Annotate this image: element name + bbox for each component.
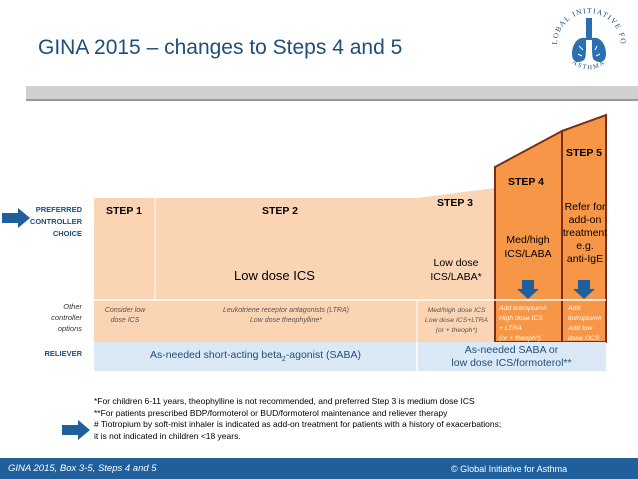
step-4-arrow-icon <box>517 280 539 299</box>
footer-copyright: © Global Initiative for Asthma <box>451 464 568 474</box>
step-4-title: STEP 4 <box>508 176 544 188</box>
step-2-other: Leukotriene receptor antagonists (LTRA) … <box>223 307 349 324</box>
step-4-preferred: Med/high ICS/LABA <box>504 234 552 260</box>
step-5-other: Add tiotropium# Add low dose OCS <box>568 305 602 342</box>
step-1-other: Consider low dose ICS <box>104 307 146 324</box>
step-2-preferred: Low dose ICS <box>234 268 315 283</box>
reliever-left: As-needed short-acting beta2-agonist (SA… <box>149 349 362 364</box>
footnote-arrow-icon <box>62 420 90 440</box>
reliever-label: RELIEVER <box>44 349 82 358</box>
step-1-title: STEP 1 <box>106 205 142 217</box>
footer-source: GINA 2015, Box 3-5, Steps 4 and 5 <box>8 463 157 474</box>
lungs-icon <box>572 22 586 62</box>
reliever-bar <box>94 342 606 371</box>
step-2-title: STEP 2 <box>262 205 298 217</box>
reliever-right: As-needed SABA or low dose ICS/formotero… <box>451 344 572 369</box>
step-3-title: STEP 3 <box>437 197 473 209</box>
step-5-preferred: Refer for add-on treatment e.g. anti-IgE <box>562 201 608 265</box>
header-bar <box>26 86 638 99</box>
footnotes: *For children 6-11 years, theophylline i… <box>94 396 502 441</box>
step-3-preferred: Low dose ICS/LABA* <box>430 257 482 283</box>
step-4-other: Add tiotropium# High dose ICS + LTRA (or… <box>499 305 547 342</box>
header-bar-line <box>26 99 638 101</box>
step-5-title: STEP 5 <box>566 147 602 159</box>
preferred-arrow-icon <box>2 208 30 228</box>
preferred-label: PREFERRED CONTROLLER CHOICE <box>29 205 82 238</box>
step-5-arrow-icon <box>573 280 595 299</box>
step-1-2-block <box>94 198 417 342</box>
other-label: Other controller options <box>51 302 82 333</box>
step-3-other: Med/high dose ICS Low dose ICS+LTRA (or … <box>424 307 489 334</box>
page-title: GINA 2015 – changes to Steps 4 and 5 <box>38 36 403 59</box>
step-3-block <box>417 188 495 342</box>
footer-bar <box>0 458 638 479</box>
gina-logo: GLOBAL INITIATIVE FOR ASTHMA <box>548 4 629 85</box>
